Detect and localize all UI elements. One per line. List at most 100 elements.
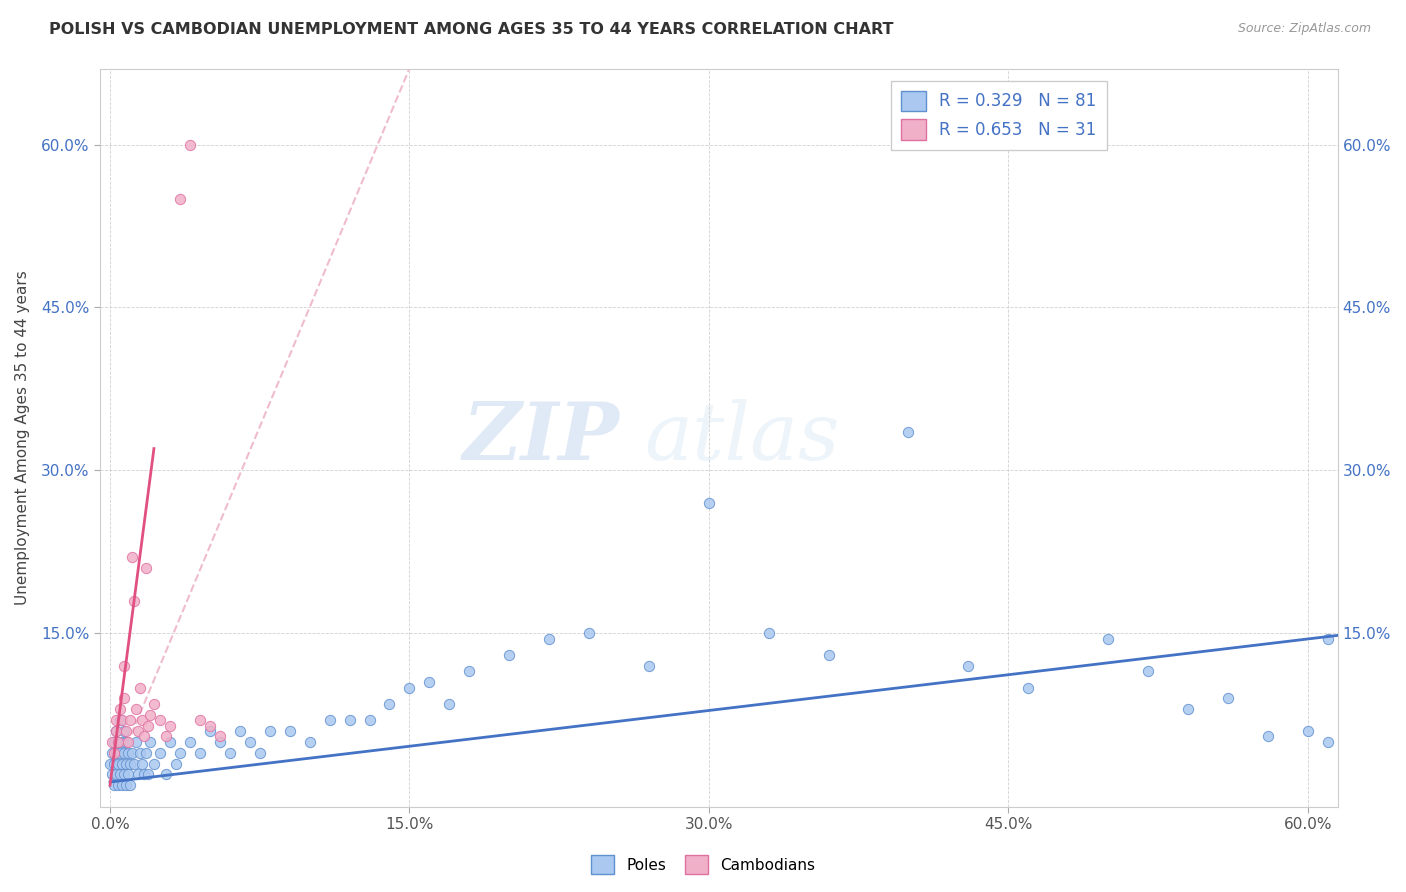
Point <box>638 658 661 673</box>
Point <box>112 658 135 673</box>
Point <box>115 735 138 749</box>
Point <box>249 746 271 760</box>
Point <box>121 550 143 565</box>
Point <box>129 681 152 695</box>
Point <box>259 723 281 738</box>
Point <box>111 778 134 792</box>
Point <box>121 746 143 760</box>
Text: POLISH VS CAMBODIAN UNEMPLOYMENT AMONG AGES 35 TO 44 YEARS CORRELATION CHART: POLISH VS CAMBODIAN UNEMPLOYMENT AMONG A… <box>49 22 894 37</box>
Point <box>165 756 187 771</box>
Point <box>1257 730 1279 744</box>
Point <box>127 767 149 781</box>
Point <box>101 735 124 749</box>
Point <box>229 723 252 738</box>
Point <box>142 756 165 771</box>
Point <box>758 626 780 640</box>
Point <box>159 718 181 732</box>
Point <box>359 713 381 727</box>
Point <box>897 425 920 440</box>
Point <box>1137 665 1160 679</box>
Point <box>208 730 231 744</box>
Legend: Poles, Cambodians: Poles, Cambodians <box>585 849 821 880</box>
Point <box>107 735 129 749</box>
Point <box>125 735 148 749</box>
Legend: R = 0.329   N = 81, R = 0.653   N = 31: R = 0.329 N = 81, R = 0.653 N = 31 <box>891 80 1107 150</box>
Point <box>278 723 301 738</box>
Point <box>107 756 129 771</box>
Point <box>118 756 141 771</box>
Point <box>115 756 138 771</box>
Point <box>129 746 152 760</box>
Point <box>458 665 481 679</box>
Point <box>132 730 155 744</box>
Point <box>111 735 134 749</box>
Point <box>107 778 129 792</box>
Point <box>957 658 980 673</box>
Point <box>103 778 125 792</box>
Point <box>103 756 125 771</box>
Text: ZIP: ZIP <box>463 399 620 476</box>
Point <box>136 767 159 781</box>
Point <box>155 767 177 781</box>
Point <box>105 767 128 781</box>
Point <box>108 746 131 760</box>
Point <box>135 561 157 575</box>
Point <box>101 746 124 760</box>
Point <box>1177 702 1199 716</box>
Point <box>578 626 600 640</box>
Point <box>298 735 321 749</box>
Point <box>132 767 155 781</box>
Point <box>239 735 262 749</box>
Point <box>115 723 138 738</box>
Point <box>1316 735 1339 749</box>
Point <box>112 691 135 706</box>
Point <box>179 137 201 152</box>
Point <box>122 593 145 607</box>
Point <box>122 756 145 771</box>
Point <box>112 746 135 760</box>
Point <box>107 735 129 749</box>
Point <box>108 713 131 727</box>
Point <box>136 718 159 732</box>
Point <box>418 675 440 690</box>
Point <box>108 702 131 716</box>
Point <box>169 192 191 206</box>
Point <box>378 697 401 711</box>
Point <box>318 713 340 727</box>
Point <box>169 746 191 760</box>
Point <box>159 735 181 749</box>
Point <box>398 681 420 695</box>
Point <box>188 713 211 727</box>
Point <box>105 713 128 727</box>
Point <box>117 767 139 781</box>
Text: Source: ZipAtlas.com: Source: ZipAtlas.com <box>1237 22 1371 36</box>
Point <box>118 778 141 792</box>
Point <box>125 702 148 716</box>
Point <box>179 735 201 749</box>
Point <box>142 697 165 711</box>
Point <box>108 767 131 781</box>
Point <box>538 632 561 646</box>
Point <box>131 756 153 771</box>
Point <box>1316 632 1339 646</box>
Point <box>111 756 134 771</box>
Point <box>131 713 153 727</box>
Point <box>697 496 720 510</box>
Point <box>117 735 139 749</box>
Point <box>1296 723 1319 738</box>
Text: atlas: atlas <box>644 399 839 476</box>
Point <box>149 713 172 727</box>
Point <box>188 746 211 760</box>
Point <box>135 746 157 760</box>
Point <box>115 778 138 792</box>
Point <box>1017 681 1039 695</box>
Point <box>218 746 240 760</box>
Point <box>198 718 221 732</box>
Point <box>439 697 461 711</box>
Point <box>198 723 221 738</box>
Point <box>103 735 125 749</box>
Point <box>208 735 231 749</box>
Point <box>112 723 135 738</box>
Point <box>155 730 177 744</box>
Point <box>117 746 139 760</box>
